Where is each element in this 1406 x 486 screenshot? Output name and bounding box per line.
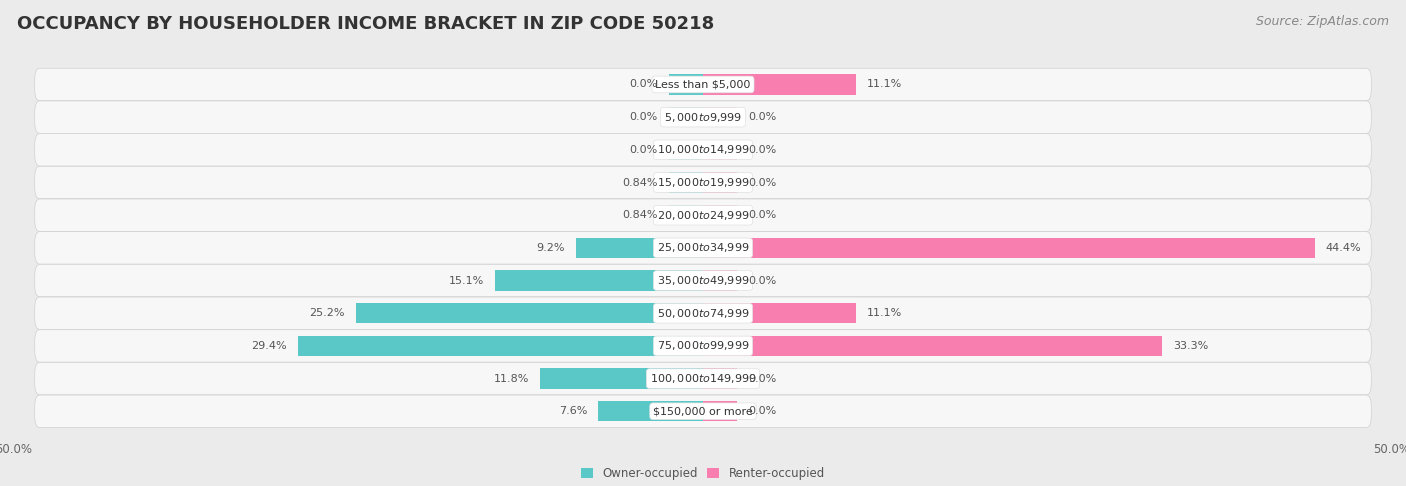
Bar	[703, 173, 738, 192]
Text: 0.0%: 0.0%	[748, 145, 776, 155]
Bar	[703, 205, 738, 226]
Text: 0.0%: 0.0%	[748, 112, 776, 122]
Text: 11.1%: 11.1%	[868, 80, 903, 89]
Bar	[703, 401, 738, 421]
FancyBboxPatch shape	[35, 330, 1371, 362]
Bar	[703, 336, 1161, 356]
FancyBboxPatch shape	[35, 68, 1371, 101]
Bar	[540, 368, 703, 389]
FancyBboxPatch shape	[35, 363, 1371, 395]
Bar	[495, 270, 703, 291]
Text: OCCUPANCY BY HOUSEHOLDER INCOME BRACKET IN ZIP CODE 50218: OCCUPANCY BY HOUSEHOLDER INCOME BRACKET …	[17, 15, 714, 33]
Text: 0.0%: 0.0%	[748, 177, 776, 188]
Text: 0.0%: 0.0%	[630, 112, 658, 122]
Text: 25.2%: 25.2%	[309, 308, 344, 318]
Text: $35,000 to $49,999: $35,000 to $49,999	[657, 274, 749, 287]
Text: 11.8%: 11.8%	[494, 374, 530, 383]
Bar	[356, 303, 703, 323]
Text: 0.84%: 0.84%	[621, 177, 658, 188]
Bar	[669, 173, 703, 192]
Text: 29.4%: 29.4%	[252, 341, 287, 351]
Text: $150,000 or more: $150,000 or more	[654, 406, 752, 416]
Text: 7.6%: 7.6%	[558, 406, 588, 416]
Bar	[703, 238, 1315, 258]
FancyBboxPatch shape	[35, 297, 1371, 330]
Text: 0.0%: 0.0%	[748, 406, 776, 416]
FancyBboxPatch shape	[35, 395, 1371, 428]
Bar	[703, 139, 738, 160]
Legend: Owner-occupied, Renter-occupied: Owner-occupied, Renter-occupied	[576, 462, 830, 485]
Text: Source: ZipAtlas.com: Source: ZipAtlas.com	[1256, 15, 1389, 28]
FancyBboxPatch shape	[35, 199, 1371, 231]
Text: 0.0%: 0.0%	[748, 276, 776, 286]
Text: 0.0%: 0.0%	[748, 210, 776, 220]
Bar	[576, 238, 703, 258]
Text: $50,000 to $74,999: $50,000 to $74,999	[657, 307, 749, 320]
Text: $100,000 to $149,999: $100,000 to $149,999	[650, 372, 756, 385]
Text: 33.3%: 33.3%	[1173, 341, 1208, 351]
Text: 0.0%: 0.0%	[630, 80, 658, 89]
Bar	[599, 401, 703, 421]
FancyBboxPatch shape	[35, 232, 1371, 264]
Bar	[703, 303, 856, 323]
Text: 0.0%: 0.0%	[748, 374, 776, 383]
FancyBboxPatch shape	[35, 134, 1371, 166]
Bar	[703, 368, 738, 389]
Bar	[669, 205, 703, 226]
Text: $20,000 to $24,999: $20,000 to $24,999	[657, 208, 749, 222]
Text: $5,000 to $9,999: $5,000 to $9,999	[664, 111, 742, 123]
Text: 11.1%: 11.1%	[868, 308, 903, 318]
FancyBboxPatch shape	[35, 101, 1371, 133]
Bar	[669, 74, 703, 95]
Text: 44.4%: 44.4%	[1326, 243, 1361, 253]
Bar	[703, 74, 856, 95]
Text: Less than $5,000: Less than $5,000	[655, 80, 751, 89]
Bar	[669, 139, 703, 160]
FancyBboxPatch shape	[35, 264, 1371, 297]
Text: 15.1%: 15.1%	[449, 276, 484, 286]
Bar	[669, 107, 703, 127]
Bar	[298, 336, 703, 356]
Bar	[703, 107, 738, 127]
Text: $25,000 to $34,999: $25,000 to $34,999	[657, 242, 749, 254]
Bar	[703, 270, 738, 291]
FancyBboxPatch shape	[35, 166, 1371, 199]
Text: $15,000 to $19,999: $15,000 to $19,999	[657, 176, 749, 189]
Text: 0.0%: 0.0%	[630, 145, 658, 155]
Text: 0.84%: 0.84%	[621, 210, 658, 220]
Text: $75,000 to $99,999: $75,000 to $99,999	[657, 339, 749, 352]
Text: $10,000 to $14,999: $10,000 to $14,999	[657, 143, 749, 156]
Text: 9.2%: 9.2%	[537, 243, 565, 253]
